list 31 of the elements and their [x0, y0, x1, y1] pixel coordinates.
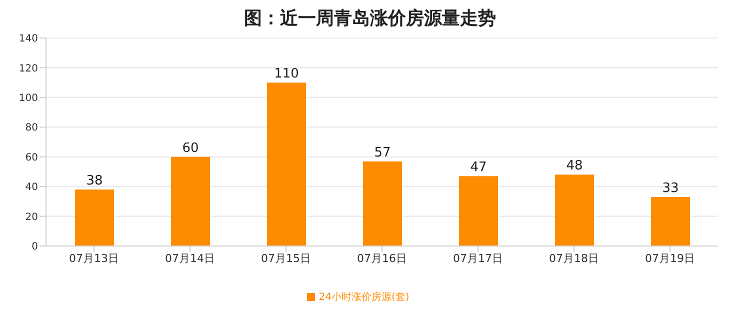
x-tick-label: 07月15日 [261, 252, 311, 265]
data-label: 48 [566, 158, 583, 174]
y-tick-label: 0 [32, 242, 38, 253]
bar [459, 176, 498, 246]
x-tick-label: 07月19日 [645, 252, 695, 265]
x-tick-label: 07月18日 [549, 252, 599, 265]
chart-title: 图：近一周青岛涨价房源量走势 [243, 8, 497, 31]
data-label: 60 [182, 140, 199, 156]
legend-label: 24小时涨价房源(套) [318, 292, 410, 303]
y-tick-label: 100 [18, 92, 38, 104]
y-tick-label: 60 [25, 152, 38, 164]
y-tick-label: 120 [18, 63, 38, 74]
bar [651, 196, 690, 246]
y-tick-label: 40 [25, 182, 38, 194]
x-tick-label: 07月16日 [357, 252, 407, 265]
data-label: 110 [274, 66, 299, 82]
x-tick-label: 07月13日 [69, 252, 119, 265]
bar [267, 82, 306, 246]
data-label: 47 [470, 160, 487, 176]
bar [171, 156, 210, 246]
x-tick-label: 07月17日 [453, 252, 503, 265]
bar [75, 190, 114, 246]
bar [363, 161, 402, 246]
y-tick-label: 80 [25, 122, 38, 134]
x-tick-label: 07月14日 [165, 252, 215, 265]
data-label: 57 [374, 145, 391, 160]
data-label: 38 [86, 174, 103, 189]
bar [555, 174, 594, 246]
data-label: 33 [662, 180, 679, 196]
y-tick-label: 20 [25, 212, 38, 223]
y-tick-label: 140 [18, 34, 38, 45]
